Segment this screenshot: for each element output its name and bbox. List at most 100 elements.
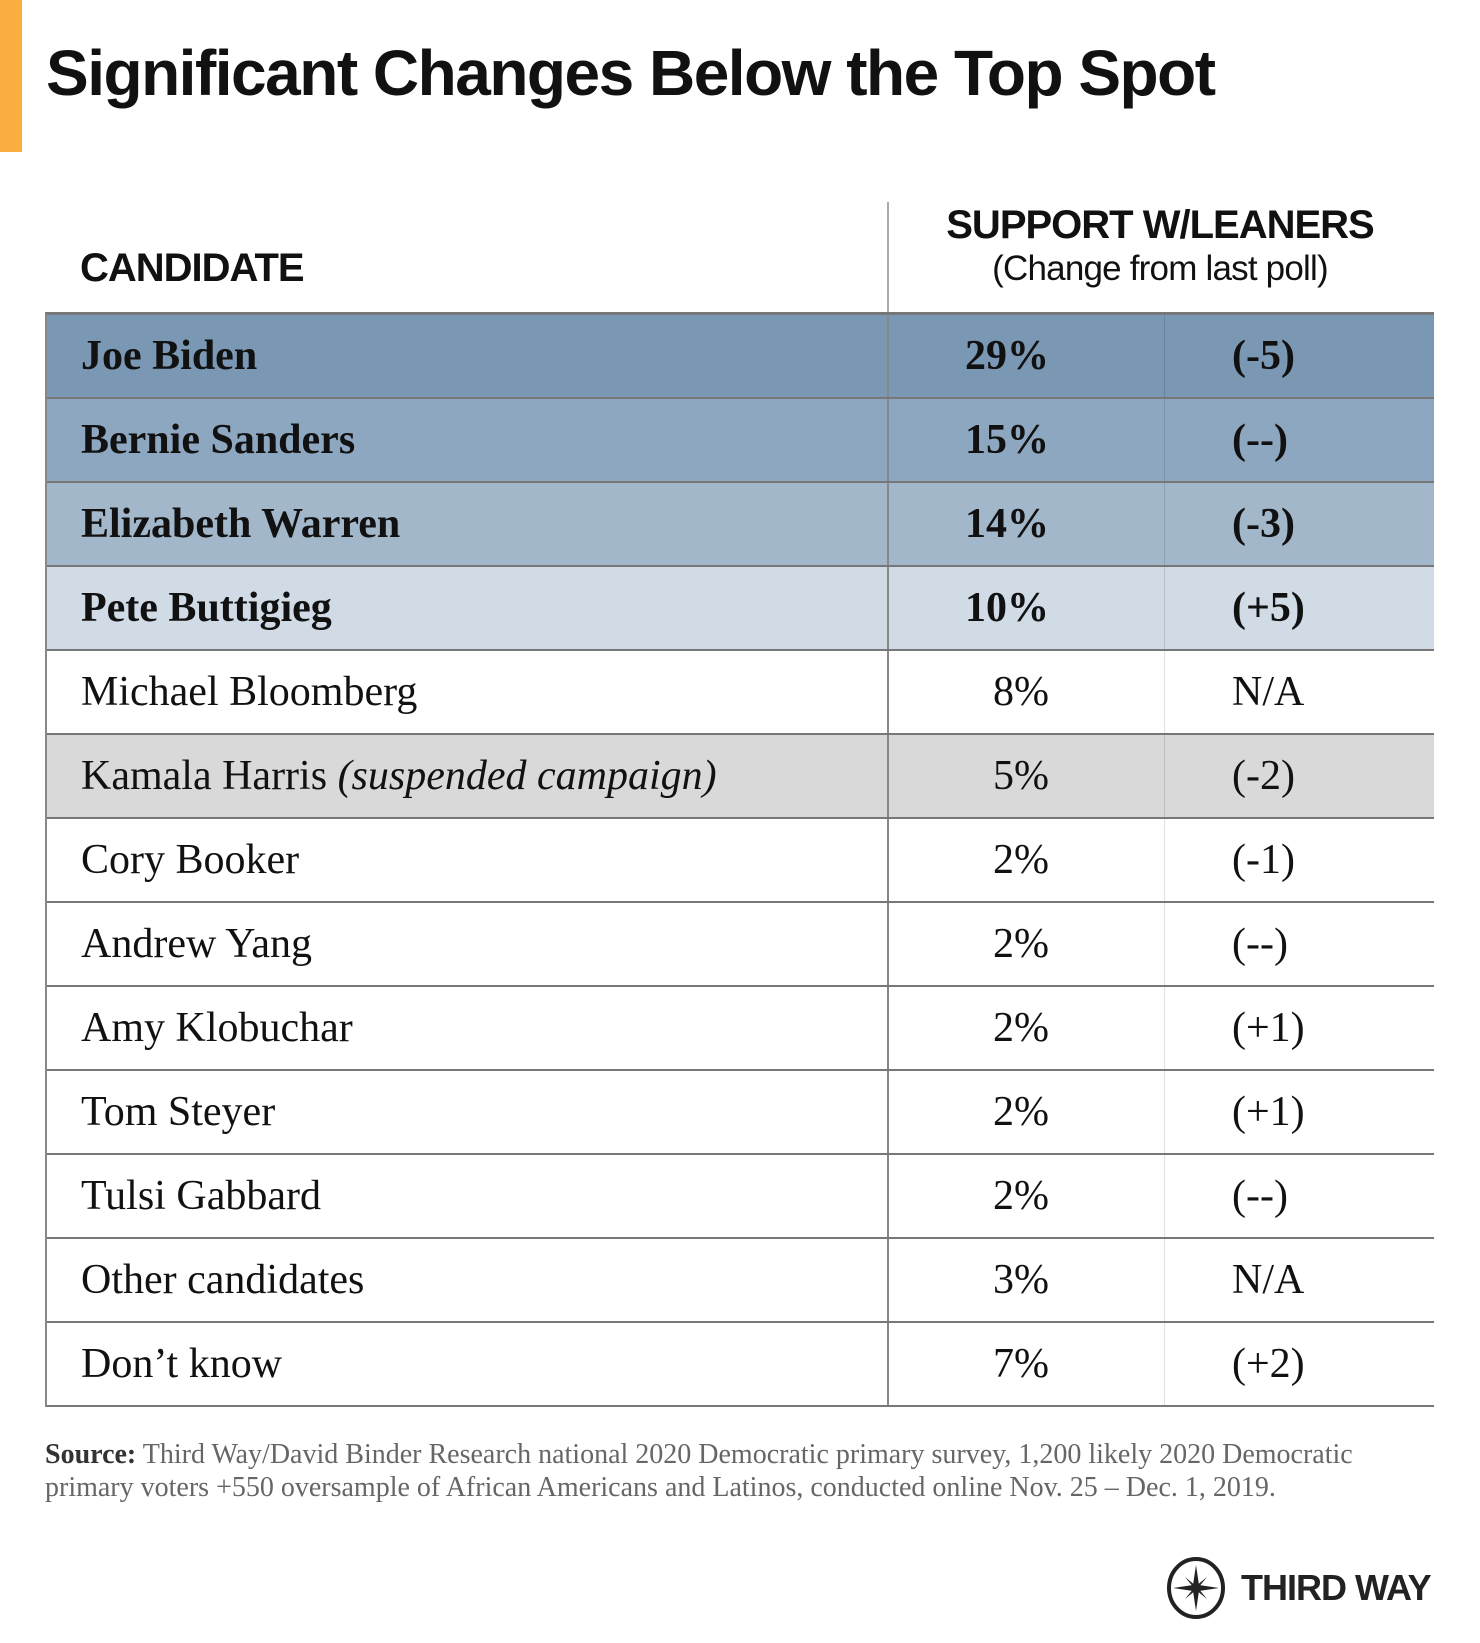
column-divider [887,1323,889,1405]
candidate-name-text: Pete Buttigieg [81,585,332,631]
candidate-name: Tulsi Gabbard [81,1172,321,1220]
column-divider [887,987,889,1069]
column-divider [1164,735,1165,817]
header-divider [887,202,889,314]
candidate-name: Tom Steyer [81,1088,275,1136]
table-row: Andrew Yang 2% (--) [47,903,1434,987]
candidate-name-text: Other candidates [81,1257,365,1303]
support-value: 7% [993,1341,1049,1387]
table-row: Kamala Harris (suspended campaign) 5% (-2) [47,735,1434,819]
support-value: 3% [993,1257,1049,1303]
table-row: Tulsi Gabbard 2% (--) [47,1155,1434,1239]
change-value: (--) [1232,921,1288,967]
column-divider [1164,315,1165,397]
column-divider [1164,1155,1165,1237]
change-value: (-2) [1232,753,1295,799]
table-row: Cory Booker 2% (-1) [47,819,1434,903]
candidate-name: Bernie Sanders [81,416,355,464]
column-divider [887,735,889,817]
support-value: 5% [993,753,1049,799]
column-divider [1164,1323,1165,1405]
column-divider [887,315,889,397]
change-value: N/A [1232,1257,1305,1303]
table-row: Joe Biden 29% (-5) [47,315,1434,399]
change-value: (-5) [1232,333,1295,379]
header-support: SUPPORT W/LEANERS (Change from last poll… [888,202,1432,290]
change-value: (+2) [1232,1341,1305,1387]
candidate-name: Elizabeth Warren [81,500,400,548]
candidate-name: Pete Buttigieg [81,584,332,632]
column-divider [887,483,889,565]
candidate-name-text: Elizabeth Warren [81,501,401,547]
source-note: Source: Third Way/David Binder Research … [45,1438,1445,1504]
candidate-name-text: Tulsi Gabbard [81,1173,321,1219]
table-row: Amy Klobuchar 2% (+1) [47,987,1434,1071]
header-support-title: SUPPORT W/LEANERS [946,203,1374,247]
support-value: 2% [993,1005,1049,1051]
results-table: Joe Biden 29% (-5) Bernie Sanders 15% (--) Eli… [45,312,1434,1407]
candidate-name: Michael Bloomberg [81,668,417,716]
table-row: Elizabeth Warren 14% (-3) [47,483,1434,567]
column-divider [1164,399,1165,481]
column-divider [887,651,889,733]
change-value: (-3) [1232,501,1295,547]
column-divider [1164,567,1165,649]
source-label: Source: [45,1439,137,1470]
candidate-name: Cory Booker [81,836,299,884]
header-support-subtitle: (Change from last poll) [992,249,1328,288]
candidate-name: Joe Biden [81,332,257,380]
table-row: Bernie Sanders 15% (--) [47,399,1434,483]
candidate-name-text: Cory Booker [81,837,300,883]
change-value: (+1) [1232,1089,1305,1135]
table-row: Other candidates 3% N/A [47,1239,1434,1323]
column-divider [887,1155,889,1237]
candidate-name-text: Kamala Harris [81,753,338,799]
candidate-name: Other candidates [81,1256,364,1304]
support-value: 15% [965,417,1049,463]
change-value: (-1) [1232,837,1295,883]
support-value: 10% [965,585,1049,631]
candidate-name-text: Michael Bloomberg [81,669,418,715]
header-candidate: CANDIDATE [80,246,305,290]
column-divider [887,1071,889,1153]
candidate-name-text: Amy Klobuchar [81,1005,353,1051]
change-value: N/A [1232,669,1305,715]
column-divider [1164,819,1165,901]
candidate-name: Don’t know [81,1340,282,1388]
compass-star-icon [1167,1557,1225,1619]
candidate-name-text: Bernie Sanders [81,417,356,463]
candidate-name: Amy Klobuchar [81,1004,353,1052]
column-divider [1164,1071,1165,1153]
table-row: Don’t know 7% (+2) [47,1323,1434,1407]
support-value: 8% [993,669,1049,715]
source-text: Third Way/David Binder Research national… [45,1439,1353,1503]
candidate-name-text: Andrew Yang [81,921,312,967]
support-value: 2% [993,1173,1049,1219]
logo-text: THIRD WAY [1241,1567,1432,1608]
table-row: Tom Steyer 2% (+1) [47,1071,1434,1155]
table-row: Michael Bloomberg 8% N/A [47,651,1434,735]
column-divider [1164,1239,1165,1321]
candidate-name: Kamala Harris (suspended campaign) [81,752,717,800]
table-row: Pete Buttigieg 10% (+5) [47,567,1434,651]
column-divider [1164,987,1165,1069]
column-divider [887,567,889,649]
change-value: (--) [1232,417,1288,463]
column-divider [887,399,889,481]
accent-bar [0,0,22,152]
change-value: (+5) [1232,585,1305,631]
column-divider [1164,651,1165,733]
support-value: 2% [993,1089,1049,1135]
support-value: 14% [965,501,1049,547]
column-divider [887,819,889,901]
change-value: (+1) [1232,1005,1305,1051]
candidate-name: Andrew Yang [81,920,312,968]
support-value: 2% [993,837,1049,883]
support-value: 2% [993,921,1049,967]
third-way-logo: THIRD WAY [1165,1557,1432,1619]
candidate-note: (suspended campaign) [337,753,717,799]
candidate-name-text: Tom Steyer [81,1089,276,1135]
column-divider [887,903,889,985]
column-divider [887,1239,889,1321]
page-title: Significant Changes Below the Top Spot [46,37,1216,109]
